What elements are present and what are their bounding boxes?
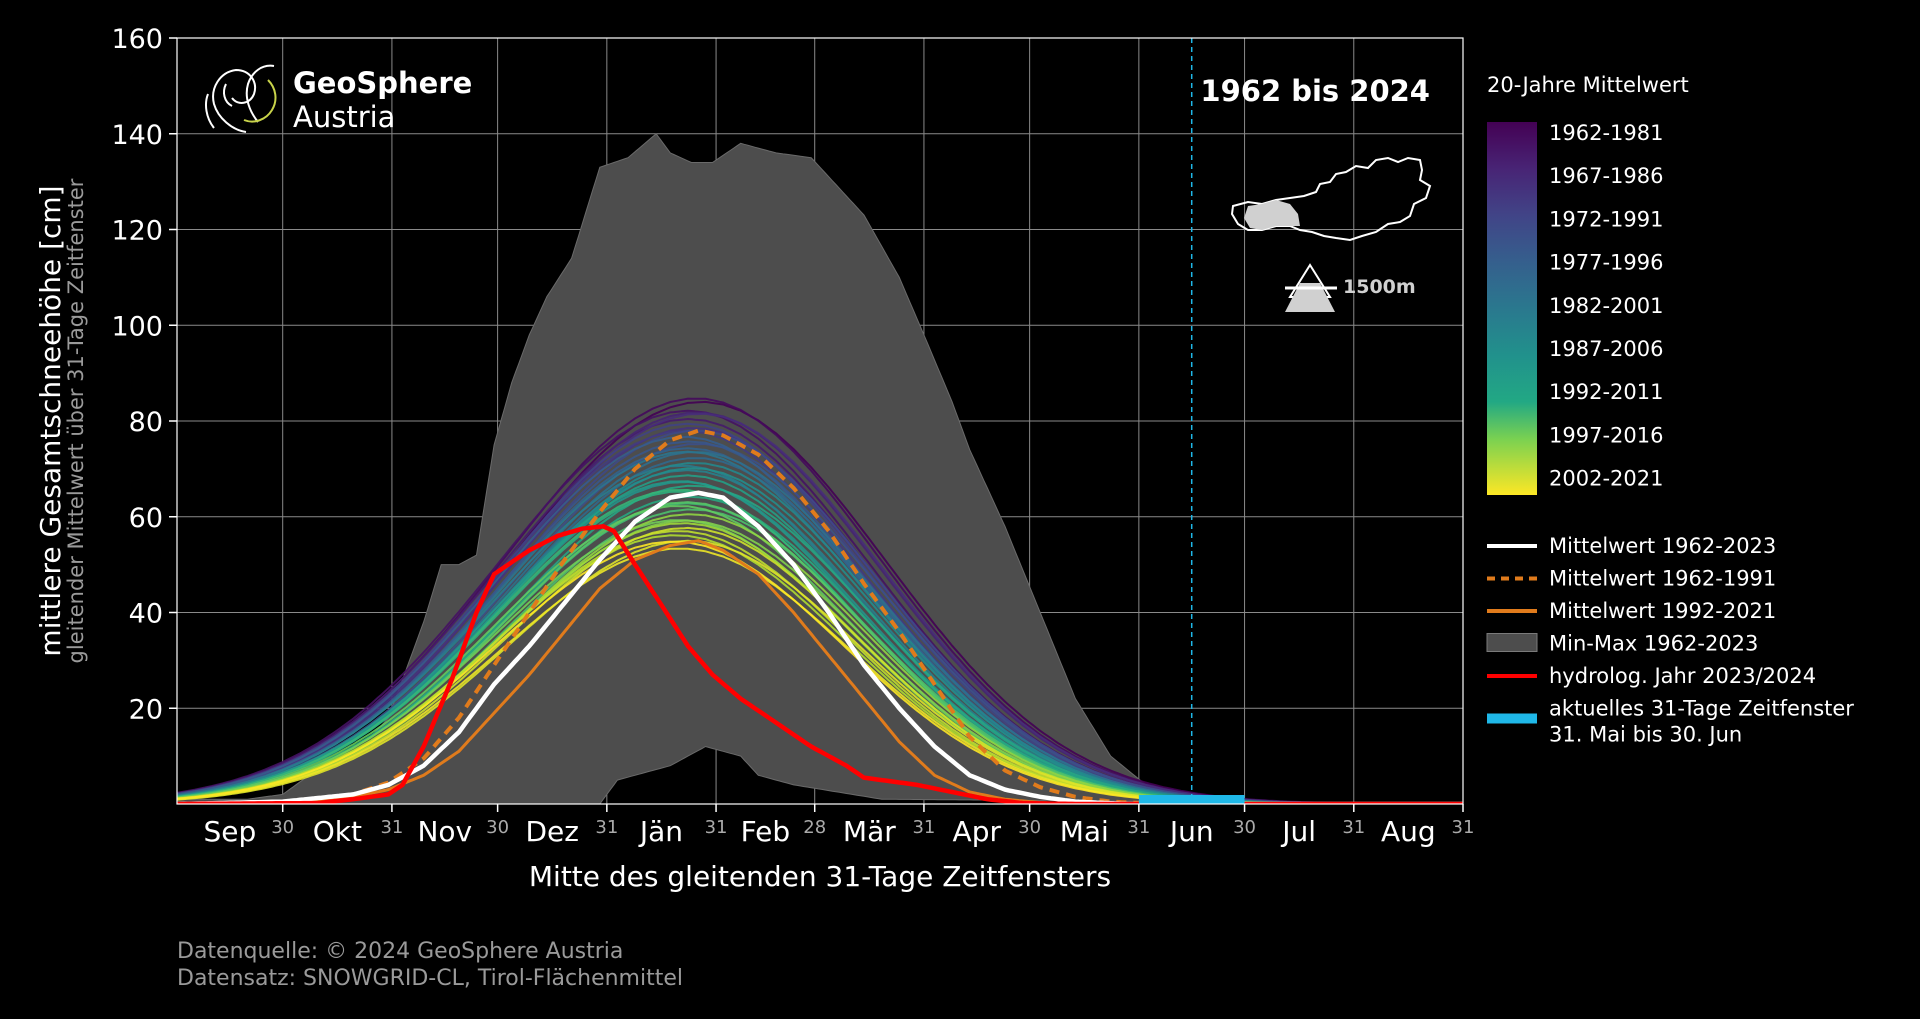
x-month-label: Dez <box>525 815 578 848</box>
x-month-label: Jän <box>638 815 683 848</box>
mean-1992-2021-line <box>177 539 1463 804</box>
austria-map-icon <box>1230 156 1432 242</box>
x-month-end-label: 31 <box>1452 817 1475 838</box>
y-tick-label: 20 <box>129 694 163 725</box>
y-tick-label: 160 <box>111 24 163 55</box>
colorbar-label: 1962-1981 <box>1549 121 1663 145</box>
y-tick-label: 100 <box>111 311 163 342</box>
legend-label: Mittelwert 1992-2021 <box>1549 599 1776 623</box>
colorbar-title: 20-Jahre Mittelwert <box>1487 73 1689 97</box>
x-month-label: Okt <box>313 815 362 848</box>
x-month-label: Jun <box>1168 815 1214 848</box>
legend-label: hydrolog. Jahr 2023/2024 <box>1549 664 1816 688</box>
colorbar-label: 1987-2006 <box>1549 337 1663 361</box>
x-month-label: Feb <box>741 815 791 848</box>
data-layer <box>177 38 1463 804</box>
hydrolog-2023-2024-line <box>177 523 1463 804</box>
current-window-bar <box>1138 795 1245 804</box>
x-month-label: Nov <box>417 815 472 848</box>
legend-swatch <box>1486 633 1538 652</box>
y-axis-sublabel: gleitender Mittelwert über 31-Tage Zeitf… <box>64 178 88 663</box>
colorbar-label: 1972-1991 <box>1549 207 1663 231</box>
y-tick-label: 80 <box>129 407 163 438</box>
x-month-end-label: 28 <box>803 817 826 838</box>
legend-swatch <box>1487 713 1537 724</box>
x-month-label: Mär <box>843 815 896 848</box>
x-month-end-label: 31 <box>912 817 935 838</box>
footer-source: Datenquelle: © 2024 GeoSphere Austria <box>177 939 623 964</box>
x-month-end-label: 30 <box>1233 817 1256 838</box>
logo-line1: GeoSphere <box>293 66 472 100</box>
legend-label: Mittelwert 1962-1991 <box>1549 567 1776 591</box>
x-month-label: Aug <box>1381 815 1436 848</box>
colorbar-label: 1992-2011 <box>1549 380 1663 404</box>
x-month-label: Jul <box>1280 815 1316 848</box>
y-tick-label: 40 <box>129 599 163 630</box>
footer-dataset: Datensatz: SNOWGRID-CL, Tirol-Flächenmit… <box>177 966 683 991</box>
mean-1962-2023-line <box>177 490 1463 804</box>
elevation-mountain-icon <box>1285 263 1337 312</box>
x-month-end-label: 30 <box>1018 817 1041 838</box>
logo-line2: Austria <box>293 100 395 134</box>
x-month-label: Sep <box>203 815 256 848</box>
chart-title: 1962 bis 2024 <box>1200 74 1430 108</box>
colorbar: 20-Jahre Mittelwert 1962-1981 1967-1986 19… <box>1487 73 1689 495</box>
x-month-end-label: 31 <box>705 817 728 838</box>
legend-label: aktuelles 31-Tage Zeitfenster <box>1549 697 1854 721</box>
x-axis-label: Mitte des gleitenden 31-Tage Zeitfenster… <box>529 860 1111 893</box>
x-month-end-label: 31 <box>1127 817 1150 838</box>
geosphere-logo: GeoSphere Austria <box>205 64 472 134</box>
colorbar-gradient <box>1487 122 1537 495</box>
colorbar-label: 1977-1996 <box>1549 251 1663 275</box>
legend-label: Min-Max 1962-2023 <box>1549 632 1758 656</box>
x-month-end-label: 31 <box>1342 817 1365 838</box>
x-axis: Sep 30 Okt 31 Nov 30 Dez 31 Jän 31 Feb 28 Mär 31 Apr 30… <box>203 804 1474 848</box>
x-month-end-label: 30 <box>271 817 294 838</box>
colorbar-label: 1997-2016 <box>1549 423 1663 447</box>
y-axis: 20 40 60 80 100 120 140 160 <box>111 24 177 725</box>
logo-swirl-icon <box>205 64 277 133</box>
x-month-end-label: 30 <box>486 817 509 838</box>
legend-label: Mittelwert 1962-2023 <box>1549 534 1776 558</box>
y-tick-label: 140 <box>111 120 163 151</box>
legend-label-line2: 31. Mai bis 30. Jun <box>1549 723 1742 747</box>
y-axis-label: mittlere Gesamtschneehöhe [cm] <box>34 185 67 656</box>
colorbar-label: 2002-2021 <box>1549 467 1663 491</box>
x-month-label: Apr <box>953 815 1002 848</box>
legend: Mittelwert 1962-2023 Mittelwert 1962-1991… <box>1486 534 1854 747</box>
y-tick-label: 120 <box>111 216 163 247</box>
x-month-end-label: 31 <box>380 817 403 838</box>
x-month-label: Mai <box>1060 815 1109 848</box>
colorbar-label: 1967-1986 <box>1549 164 1663 188</box>
elevation-label: 1500m <box>1343 276 1416 298</box>
y-tick-label: 60 <box>129 503 163 534</box>
x-month-end-label: 31 <box>595 817 618 838</box>
colorbar-label: 1982-2001 <box>1549 294 1663 318</box>
